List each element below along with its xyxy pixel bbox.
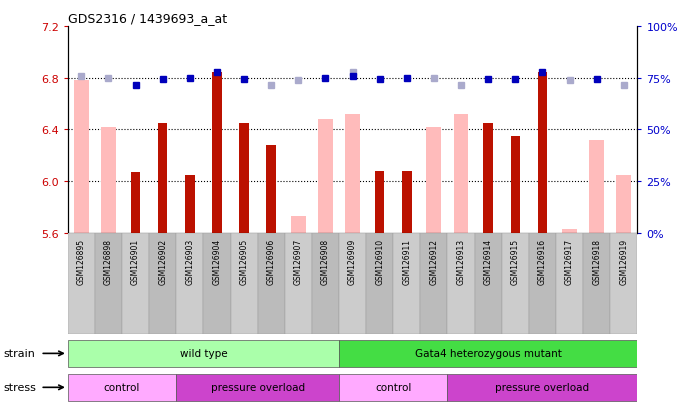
Text: strain: strain: [3, 349, 35, 358]
Bar: [318, 120, 333, 233]
Bar: [68, 340, 339, 367]
Bar: [74, 81, 89, 233]
Bar: [538, 74, 547, 233]
Text: wild type: wild type: [180, 349, 227, 358]
Bar: [375, 171, 384, 233]
Bar: [447, 233, 475, 335]
Bar: [589, 140, 604, 233]
Bar: [447, 374, 637, 401]
Bar: [583, 233, 610, 335]
Text: GSM126901: GSM126901: [131, 238, 140, 285]
Bar: [95, 233, 122, 335]
Text: GSM126909: GSM126909: [348, 238, 357, 285]
Text: GSM126898: GSM126898: [104, 238, 113, 284]
Bar: [402, 171, 412, 233]
Text: GSM126908: GSM126908: [321, 238, 330, 285]
Bar: [483, 123, 493, 233]
Bar: [258, 233, 285, 335]
Text: GSM126914: GSM126914: [483, 238, 493, 285]
Text: GSM126903: GSM126903: [185, 238, 195, 285]
Bar: [266, 146, 276, 233]
Bar: [511, 137, 520, 233]
Bar: [454, 115, 468, 233]
Text: GSM126905: GSM126905: [239, 238, 249, 285]
Text: GSM126919: GSM126919: [619, 238, 629, 285]
Text: GSM126917: GSM126917: [565, 238, 574, 285]
Text: GSM126912: GSM126912: [429, 238, 439, 284]
Bar: [475, 233, 502, 335]
Bar: [529, 233, 556, 335]
Bar: [285, 233, 312, 335]
Bar: [185, 175, 195, 233]
Text: pressure overload: pressure overload: [496, 382, 589, 392]
Text: GSM126895: GSM126895: [77, 238, 86, 285]
Bar: [339, 340, 637, 367]
Bar: [203, 233, 231, 335]
Text: GDS2316 / 1439693_a_at: GDS2316 / 1439693_a_at: [68, 12, 227, 25]
Text: GSM126915: GSM126915: [511, 238, 520, 285]
Text: GSM126913: GSM126913: [456, 238, 466, 285]
Text: GSM126918: GSM126918: [592, 238, 601, 284]
Bar: [339, 374, 447, 401]
Text: control: control: [104, 382, 140, 392]
Bar: [131, 173, 140, 233]
Bar: [339, 233, 366, 335]
Bar: [366, 233, 393, 335]
Bar: [393, 233, 420, 335]
Text: GSM126902: GSM126902: [158, 238, 167, 285]
Bar: [502, 233, 529, 335]
Bar: [68, 233, 95, 335]
Bar: [231, 233, 258, 335]
Bar: [312, 233, 339, 335]
Text: GSM126907: GSM126907: [294, 238, 303, 285]
Text: GSM126906: GSM126906: [266, 238, 276, 285]
Bar: [562, 230, 577, 233]
Bar: [212, 74, 222, 233]
Bar: [420, 233, 447, 335]
Bar: [610, 233, 637, 335]
Bar: [556, 233, 583, 335]
Bar: [239, 123, 249, 233]
Bar: [149, 233, 176, 335]
Text: pressure overload: pressure overload: [211, 382, 304, 392]
Text: GSM126911: GSM126911: [402, 238, 412, 284]
Bar: [426, 128, 441, 233]
Bar: [176, 374, 339, 401]
Bar: [158, 123, 167, 233]
Text: GSM126910: GSM126910: [375, 238, 384, 285]
Bar: [291, 216, 306, 233]
Bar: [122, 233, 149, 335]
Bar: [345, 115, 360, 233]
Bar: [68, 374, 176, 401]
Text: GSM126916: GSM126916: [538, 238, 547, 285]
Text: Gata4 heterozygous mutant: Gata4 heterozygous mutant: [415, 349, 561, 358]
Text: stress: stress: [3, 382, 36, 392]
Bar: [176, 233, 203, 335]
Text: control: control: [375, 382, 412, 392]
Bar: [101, 128, 116, 233]
Text: GSM126904: GSM126904: [212, 238, 222, 285]
Bar: [616, 175, 631, 233]
